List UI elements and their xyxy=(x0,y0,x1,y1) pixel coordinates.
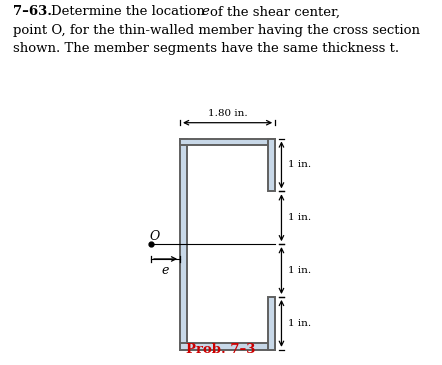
Text: 1 in.: 1 in. xyxy=(288,213,312,222)
Text: 7–63.: 7–63. xyxy=(13,5,52,19)
Text: point O, for the thin-walled member having the cross section: point O, for the thin-walled member havi… xyxy=(13,24,420,37)
Bar xyxy=(268,297,275,350)
Text: 1 in.: 1 in. xyxy=(288,319,312,328)
Text: Determine the location: Determine the location xyxy=(51,5,205,19)
Bar xyxy=(180,343,275,350)
Text: e: e xyxy=(201,5,209,19)
Text: e: e xyxy=(162,264,169,277)
Bar xyxy=(180,139,187,350)
Text: 1.80 in.: 1.80 in. xyxy=(208,109,248,118)
Text: shown. The member segments have the same thickness t.: shown. The member segments have the same… xyxy=(13,42,400,55)
Text: of the shear center,: of the shear center, xyxy=(210,5,340,19)
Text: Prob. 7–3: Prob. 7–3 xyxy=(187,343,255,356)
Bar xyxy=(268,139,275,191)
Text: 1 in.: 1 in. xyxy=(288,161,312,169)
Text: O: O xyxy=(150,230,160,243)
Text: 1 in.: 1 in. xyxy=(288,266,312,275)
Bar xyxy=(180,139,275,145)
